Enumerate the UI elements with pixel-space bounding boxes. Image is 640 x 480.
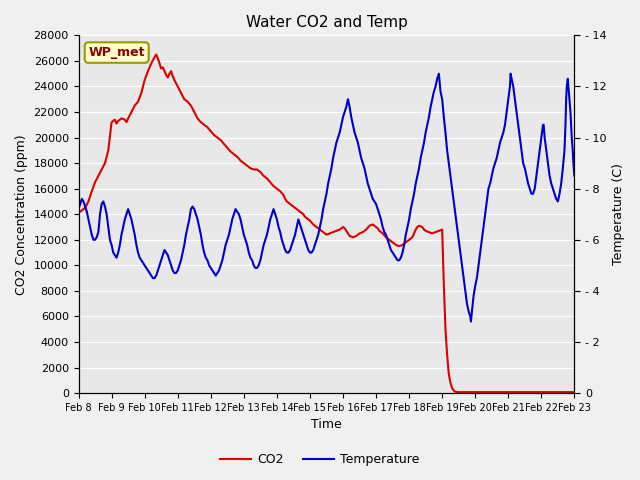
Y-axis label: CO2 Concentration (ppm): CO2 Concentration (ppm) [15, 134, 28, 295]
CO2 [152, 52, 160, 58]
Title: Water CO2 and Temp: Water CO2 and Temp [246, 15, 408, 30]
Temperature [435, 71, 443, 76]
Text: WP_met: WP_met [88, 46, 145, 59]
Temperature [293, 224, 301, 230]
Temperature [476, 250, 484, 255]
CO2 [204, 124, 211, 130]
Legend: CO2, Temperature: CO2, Temperature [215, 448, 425, 471]
CO2 [306, 218, 314, 224]
CO2 [410, 230, 418, 236]
Temperature [75, 206, 83, 212]
Line: Temperature: Temperature [79, 73, 575, 322]
CO2 [405, 237, 413, 243]
Temperature [300, 232, 307, 238]
Temperature [467, 319, 475, 324]
CO2 [75, 209, 83, 215]
CO2 [455, 389, 463, 395]
Temperature [136, 255, 143, 261]
Temperature [445, 160, 452, 166]
X-axis label: Time: Time [311, 419, 342, 432]
Temperature [207, 265, 214, 271]
CO2 [369, 222, 376, 228]
Y-axis label: Temperature (C): Temperature (C) [612, 163, 625, 265]
Temperature [571, 173, 579, 179]
CO2 [177, 90, 185, 96]
CO2 [571, 389, 579, 395]
Line: CO2: CO2 [79, 55, 575, 392]
